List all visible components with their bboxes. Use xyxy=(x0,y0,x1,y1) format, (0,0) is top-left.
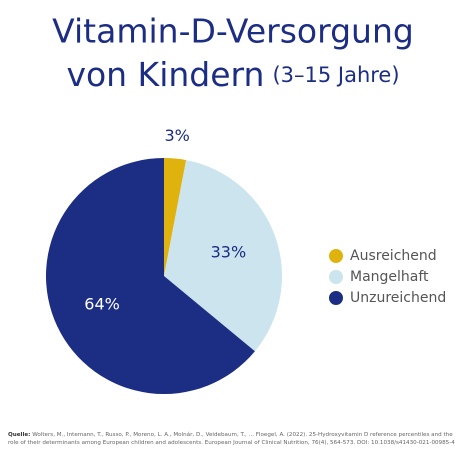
chart-title-line: von Kindern (3–15 Jahre) xyxy=(66,55,399,94)
legend-marker xyxy=(329,249,343,263)
chart: Vitamin-D-Versorgung von Kindern (3–15 Ja… xyxy=(45,12,446,394)
pie-slice xyxy=(45,158,255,394)
pie-slice xyxy=(164,160,282,352)
source-label: Quelle: xyxy=(8,432,31,438)
legend-label: Ausreichend xyxy=(350,248,437,264)
chart-subtitle: (3–15 Jahre) xyxy=(272,63,399,87)
legend-label: Unzureichend xyxy=(350,290,446,306)
data-label: 64% xyxy=(84,295,120,314)
source: Quelle: Wolters, M., Intemann, T., Russo… xyxy=(8,431,460,447)
legend-marker xyxy=(329,291,343,305)
chart-title: von Kindern xyxy=(66,55,264,94)
chart-title: Vitamin-D-Versorgung xyxy=(52,12,414,51)
legend-marker xyxy=(329,270,343,284)
data-label: 3% xyxy=(164,126,189,145)
legend-label: Mangelhaft xyxy=(350,269,429,285)
source-text: Wolters, M., Intemann, T., Russo, P., Mo… xyxy=(8,432,455,446)
data-label: 33% xyxy=(211,242,247,261)
pie-slice xyxy=(164,158,187,276)
